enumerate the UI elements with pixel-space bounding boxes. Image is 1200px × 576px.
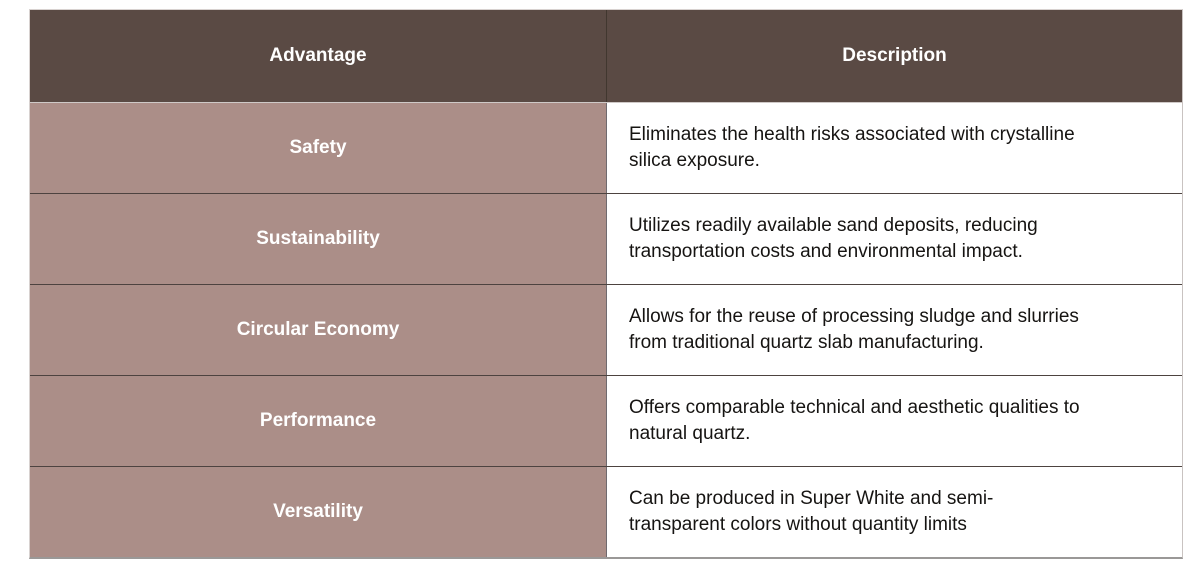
description-cell-versatility: Can be produced in Super White and semi-… (606, 467, 1182, 557)
advantages-table: Advantage Description Safety Eliminates … (29, 9, 1183, 559)
advantage-cell-versatility: Versatility (30, 467, 606, 557)
description-cell-performance: Offers comparable technical and aestheti… (606, 376, 1182, 466)
advantage-cell-safety: Safety (30, 103, 606, 193)
table-row: Circular Economy Allows for the reuse of… (30, 284, 1182, 375)
table-row: Performance Offers comparable technical … (30, 375, 1182, 466)
column-header-description: Description (606, 10, 1182, 102)
column-header-advantage: Advantage (269, 45, 367, 66)
table-row: Sustainability Utilizes readily availabl… (30, 193, 1182, 284)
table-row: Versatility Can be produced in Super Whi… (30, 466, 1182, 557)
description-cell-safety: Eliminates the health risks associated w… (606, 103, 1182, 193)
advantage-cell-sustainability: Sustainability (30, 194, 606, 284)
advantage-cell-performance: Performance (30, 376, 606, 466)
description-cell-circular-economy: Allows for the reuse of processing sludg… (606, 285, 1182, 375)
description-cell-sustainability: Utilizes readily available sand deposits… (606, 194, 1182, 284)
table-row: Safety Eliminates the health risks assoc… (30, 102, 1182, 193)
advantage-cell-circular-economy: Circular Economy (30, 285, 606, 375)
table-header-row: Advantage Description (30, 10, 1182, 102)
